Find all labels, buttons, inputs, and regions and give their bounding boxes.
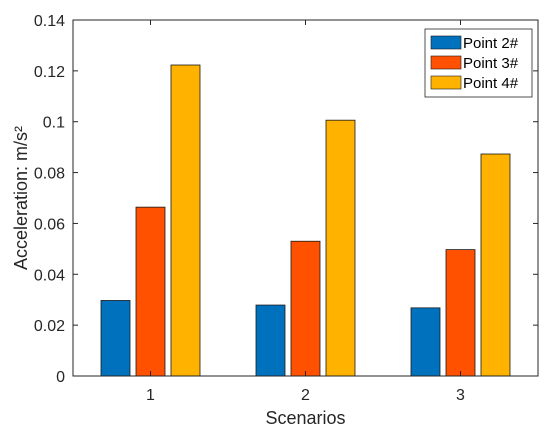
legend-label: Point 3#	[463, 55, 519, 72]
bar-point-4-cat-1	[170, 64, 201, 377]
bar-point-3-cat-1	[135, 206, 166, 377]
legend-label: Point 4#	[463, 75, 519, 92]
y-tick-label: 0	[56, 369, 65, 386]
legend-swatch	[430, 75, 462, 90]
y-tick-label: 0.1	[43, 115, 65, 132]
y-tick-label: 0.02	[34, 318, 65, 335]
legend-label: Point 2#	[463, 35, 519, 52]
x-tick-label: 1	[146, 387, 155, 404]
y-tick-label: 0.12	[34, 64, 65, 81]
y-axis-title: Acceleration: m/s²	[11, 126, 31, 270]
bar-point-2-cat-1	[100, 300, 131, 377]
x-tick-label: 2	[301, 387, 310, 404]
bar-point-3-cat-2	[290, 240, 321, 377]
legend-swatch	[430, 35, 462, 50]
y-tick-label: 0.08	[34, 166, 65, 183]
y-axis: 0 0.02 0.04 0.06 0.08 0.1 0.12 0.14	[34, 13, 538, 386]
x-axis: 1 2 3	[146, 20, 465, 404]
bar-point-4-cat-3	[480, 153, 511, 377]
bar-point-4-cat-2	[325, 119, 356, 377]
y-tick-label: 0.14	[34, 13, 65, 30]
y-tick-label: 0.04	[34, 267, 65, 284]
y-tick-label: 0.06	[34, 216, 65, 233]
bar-point-3-cat-3	[445, 249, 476, 377]
legend: Point 2# Point 3# Point 4#	[424, 28, 533, 98]
legend-swatch	[430, 55, 462, 70]
bar-point-2-cat-3	[410, 307, 441, 377]
x-tick-label: 3	[456, 387, 465, 404]
x-axis-title: Scenarios	[265, 408, 345, 428]
bars-group	[100, 64, 511, 377]
bar-point-2-cat-2	[255, 304, 286, 377]
